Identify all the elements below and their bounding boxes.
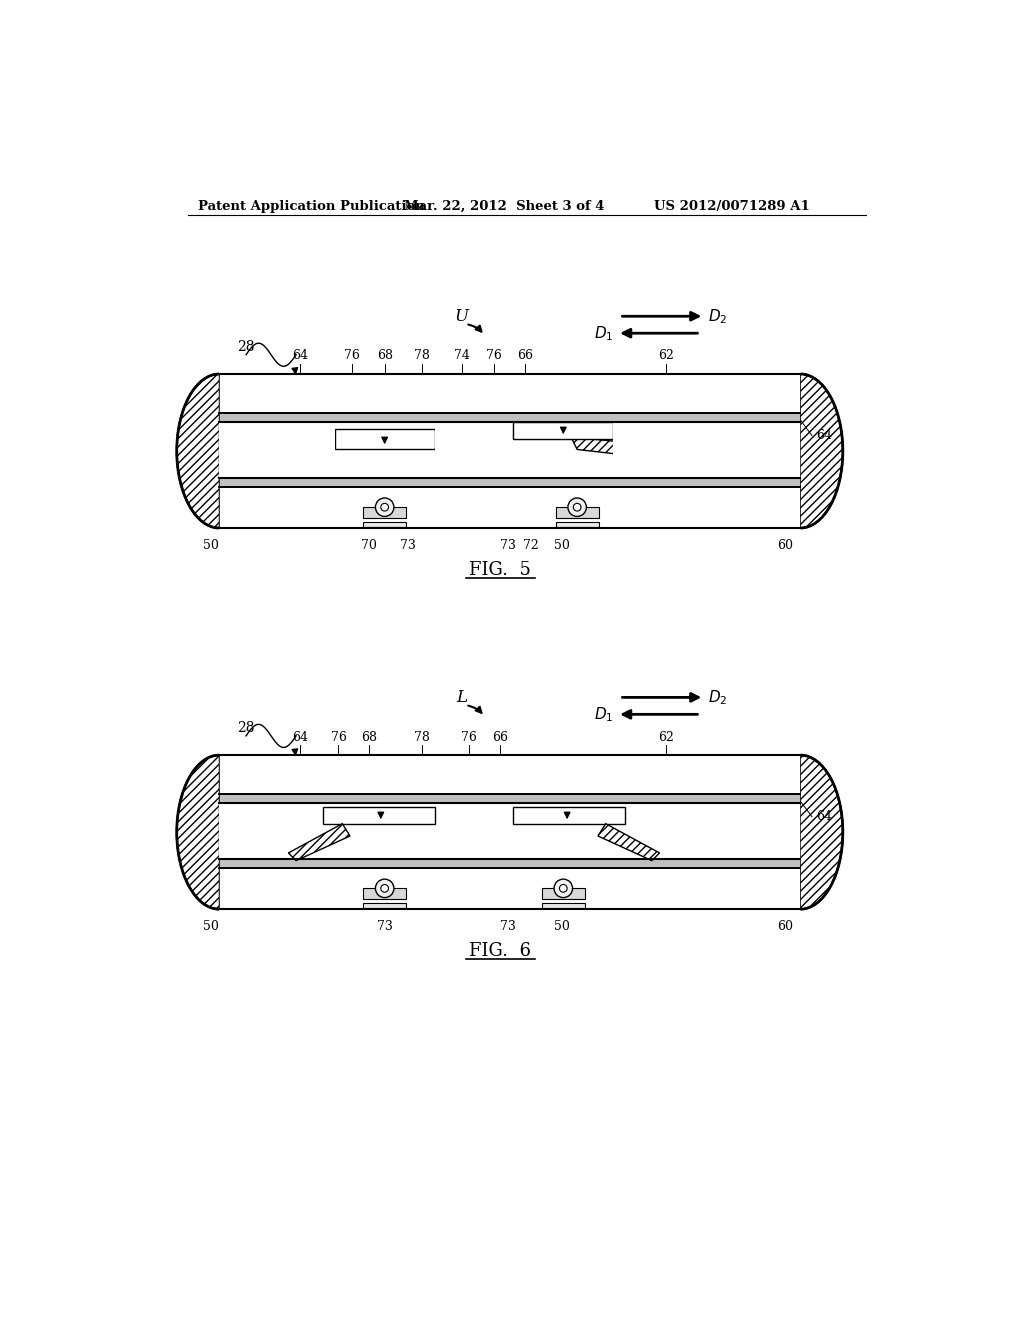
Bar	[513, 428, 637, 438]
Polygon shape	[801, 755, 843, 909]
Bar	[335, 429, 435, 449]
Bar	[364, 507, 407, 517]
Bar	[542, 888, 585, 899]
Text: 64: 64	[292, 730, 308, 743]
Text: $D_1$: $D_1$	[594, 705, 613, 723]
Polygon shape	[801, 374, 843, 528]
Bar	[513, 422, 613, 438]
Bar	[364, 903, 407, 908]
Text: 73: 73	[377, 920, 392, 933]
Text: 64: 64	[816, 429, 831, 442]
Text: 60: 60	[777, 920, 793, 933]
Bar	[435, 422, 513, 478]
Bar	[219, 422, 339, 478]
Circle shape	[573, 503, 581, 511]
Text: 68: 68	[361, 730, 377, 743]
Polygon shape	[571, 437, 758, 470]
Circle shape	[568, 498, 587, 516]
Text: 50: 50	[204, 539, 219, 552]
Text: 28: 28	[238, 721, 255, 735]
Circle shape	[381, 503, 388, 511]
Bar	[219, 487, 801, 528]
Text: 28: 28	[238, 341, 255, 354]
Text: 74: 74	[454, 350, 470, 363]
Text: 78: 78	[414, 730, 429, 743]
Text: 76: 76	[486, 350, 502, 363]
Polygon shape	[177, 374, 219, 528]
Text: $D_2$: $D_2$	[708, 308, 727, 326]
Text: 73: 73	[399, 539, 416, 552]
Bar	[219, 859, 801, 869]
Text: 68: 68	[377, 350, 392, 363]
Bar	[613, 422, 766, 478]
Bar	[219, 374, 801, 412]
Bar	[219, 803, 339, 859]
Bar	[219, 755, 801, 793]
Circle shape	[376, 498, 394, 516]
Text: 64: 64	[816, 810, 831, 824]
Text: 76: 76	[344, 350, 360, 363]
Bar	[219, 755, 801, 793]
Bar	[219, 869, 801, 909]
Text: Patent Application Publication: Patent Application Publication	[199, 199, 425, 213]
Text: FIG.  6: FIG. 6	[469, 942, 531, 961]
Polygon shape	[177, 755, 219, 909]
Bar	[364, 521, 407, 527]
Bar	[219, 793, 801, 803]
Bar	[677, 422, 801, 478]
Text: 78: 78	[414, 350, 429, 363]
Text: US 2012/0071289 A1: US 2012/0071289 A1	[654, 199, 810, 213]
Text: 50: 50	[554, 539, 569, 552]
Text: L: L	[456, 689, 467, 706]
Text: 50: 50	[204, 920, 219, 933]
Circle shape	[376, 879, 394, 898]
Bar	[219, 478, 801, 487]
Text: 73: 73	[500, 920, 516, 933]
Text: 62: 62	[657, 350, 674, 363]
Bar	[556, 507, 599, 517]
Bar	[513, 807, 625, 824]
Text: 66: 66	[517, 350, 532, 363]
Text: 76: 76	[331, 730, 346, 743]
Text: 70: 70	[361, 539, 377, 552]
Text: 66: 66	[493, 730, 508, 743]
Text: 72: 72	[523, 539, 539, 552]
Bar	[677, 803, 801, 859]
Bar	[219, 869, 801, 909]
Text: 64: 64	[292, 350, 308, 363]
Text: $D_1$: $D_1$	[594, 323, 613, 343]
Bar	[542, 903, 585, 908]
Text: 73: 73	[500, 539, 516, 552]
Text: U: U	[455, 308, 469, 325]
Polygon shape	[598, 824, 659, 861]
Text: 76: 76	[462, 730, 477, 743]
Polygon shape	[289, 824, 350, 861]
Circle shape	[559, 884, 567, 892]
Bar	[323, 807, 435, 824]
Bar	[556, 521, 599, 527]
Bar	[364, 888, 407, 899]
Text: $D_2$: $D_2$	[708, 688, 727, 706]
Text: Mar. 22, 2012  Sheet 3 of 4: Mar. 22, 2012 Sheet 3 of 4	[403, 199, 604, 213]
Text: 60: 60	[777, 539, 793, 552]
Circle shape	[554, 879, 572, 898]
Circle shape	[381, 884, 388, 892]
Bar	[254, 422, 335, 478]
Text: FIG.  5: FIG. 5	[469, 561, 531, 579]
Bar	[219, 374, 801, 412]
Bar	[219, 487, 801, 528]
Bar	[219, 412, 801, 422]
Text: 50: 50	[554, 920, 569, 933]
Text: 62: 62	[657, 730, 674, 743]
